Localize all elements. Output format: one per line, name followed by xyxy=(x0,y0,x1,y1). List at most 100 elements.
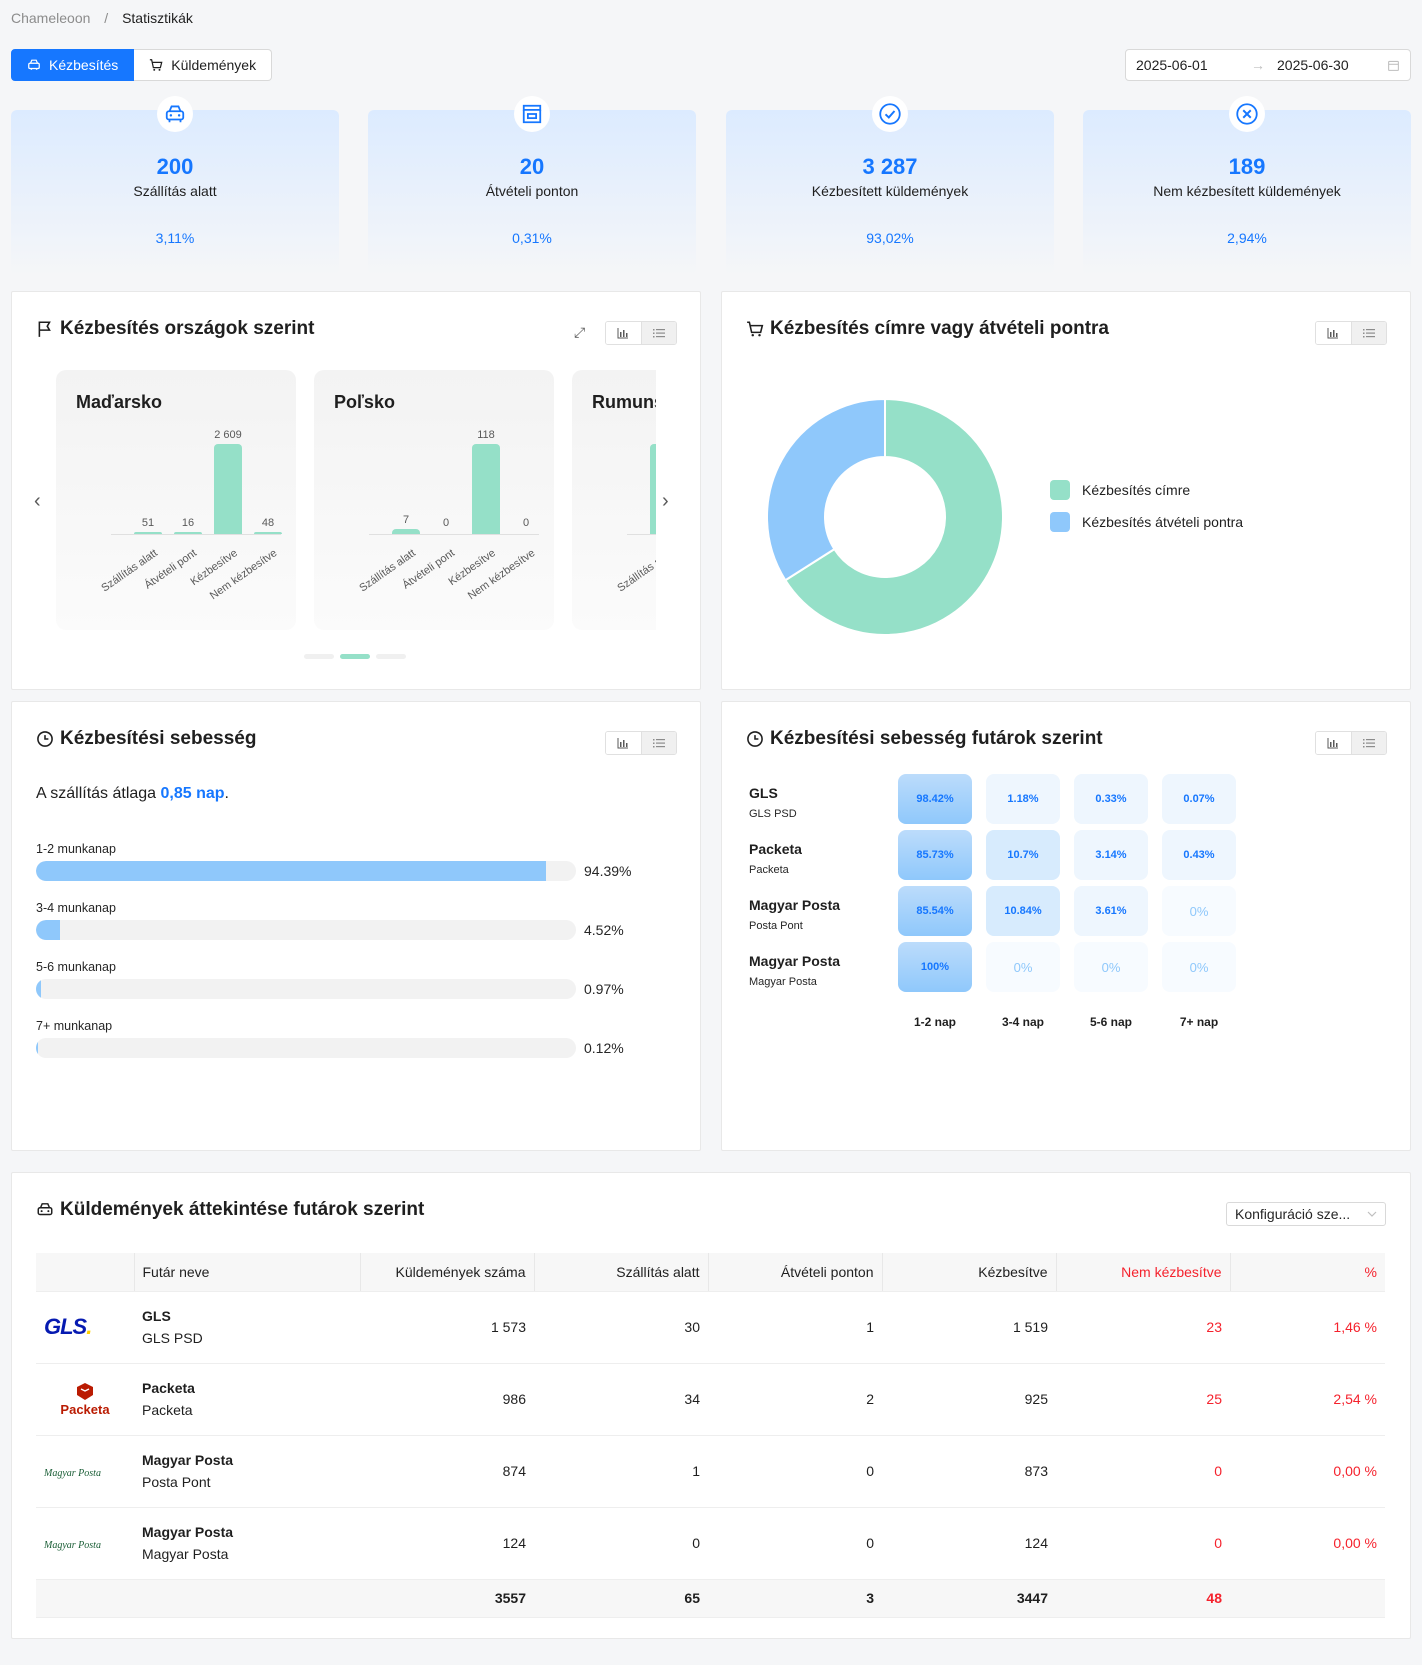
country-bar[interactable] xyxy=(392,528,420,534)
courier-name: GLS xyxy=(142,1308,171,1324)
clock-icon xyxy=(747,731,763,747)
table-row[interactable]: Magyar Posta Magyar Posta Posta Pont 874 1 0 8… xyxy=(36,1435,1385,1508)
panel-title-text: Kézbesítés címre vagy átvételi pontra xyxy=(770,318,1109,339)
country-bar[interactable] xyxy=(174,532,202,534)
select-value: Konfiguráció sze... xyxy=(1235,1206,1351,1222)
legend-swatch xyxy=(1050,480,1070,500)
delivered-cell: 1 519 xyxy=(882,1291,1056,1364)
courier-name: Magyar Posta xyxy=(142,1524,234,1540)
car-icon xyxy=(157,96,193,132)
heatmap-cell[interactable]: 98.42% xyxy=(898,774,972,824)
pickup-cell: 1 xyxy=(708,1291,882,1364)
courier-service: GLS PSD xyxy=(142,1330,203,1346)
courier-service: Posta Pont xyxy=(749,920,803,932)
chart-baseline xyxy=(369,534,539,535)
heatmap-cell[interactable]: 10.7% xyxy=(986,830,1060,880)
heatmap-cell[interactable]: 100% xyxy=(898,942,972,992)
percent-cell: 2,54 % xyxy=(1230,1363,1385,1436)
bar-value-label: 7 xyxy=(402,513,410,526)
view-toggle[interactable] xyxy=(1315,321,1387,345)
courier-service: Magyar Posta xyxy=(142,1546,229,1562)
carousel-dot[interactable] xyxy=(376,654,406,659)
heatmap-cell[interactable]: 0.43% xyxy=(1162,830,1236,880)
list-icon[interactable] xyxy=(1351,732,1386,754)
tab-kuldemenyek[interactable]: Küldemények xyxy=(134,49,273,81)
transit-cell: 1 xyxy=(534,1435,708,1508)
table-row[interactable]: Magyar Posta Magyar Posta Magyar Posta 124 0… xyxy=(36,1507,1385,1580)
bar-value-label: 48 xyxy=(644,429,656,441)
legend-item-pickup[interactable]: Kézbesítés átvételi pontra xyxy=(1050,512,1243,532)
country-name: Poľsko xyxy=(334,392,395,412)
header-not-delivered: Nem kézbesítve xyxy=(1055,1253,1230,1292)
country-bar[interactable] xyxy=(254,532,282,534)
view-toggle[interactable] xyxy=(1315,731,1387,755)
courier-service: Posta Pont xyxy=(142,1474,211,1490)
tab-kezbesites[interactable]: Kézbesítés xyxy=(11,49,135,81)
carousel-dots[interactable] xyxy=(304,654,406,659)
panel-title: Kézbesítés országok szerint xyxy=(36,318,314,340)
legend-label: Kézbesítés címre xyxy=(1082,482,1191,498)
heatmap-cell[interactable]: 0% xyxy=(1162,886,1236,936)
heatmap-cell[interactable]: 10.84% xyxy=(986,886,1060,936)
calendar-icon[interactable] xyxy=(1387,59,1400,72)
panel-title-text: Kézbesítés országok szerint xyxy=(60,318,315,339)
bar-chart-icon[interactable] xyxy=(1316,322,1352,344)
donut-slice[interactable] xyxy=(783,397,1004,636)
breadcrumb-separator: / xyxy=(104,10,109,26)
transit-cell: 34 xyxy=(534,1363,708,1436)
carousel-dot[interactable] xyxy=(340,654,370,659)
list-icon[interactable] xyxy=(641,732,676,754)
country-bar[interactable] xyxy=(472,444,500,534)
header-courier: Futár neve xyxy=(133,1253,360,1292)
heatmap-cell[interactable]: 0% xyxy=(1162,942,1236,992)
carousel-dot[interactable] xyxy=(304,654,334,659)
heatmap-cell[interactable]: 0% xyxy=(1074,942,1148,992)
date-range-picker[interactable]: 2025-06-01 → 2025-06-30 xyxy=(1125,49,1411,81)
heatmap-cell[interactable]: 3.61% xyxy=(1074,886,1148,936)
heatmap-cell[interactable]: 85.73% xyxy=(898,830,972,880)
expand-icon[interactable]: ⤢ xyxy=(574,324,586,340)
configuration-select[interactable]: Konfiguráció sze... xyxy=(1226,1202,1386,1226)
chevron-right-icon[interactable]: › xyxy=(662,490,669,512)
heatmap-column-label: 1-2 nap xyxy=(913,1015,956,1029)
heatmap-cell[interactable]: 0% xyxy=(986,942,1060,992)
stat-card-delivered: 3 287 Kézbesített küldemények 93,02% xyxy=(726,96,1054,275)
bar-chart-icon[interactable] xyxy=(606,732,642,754)
bar-chart-icon[interactable] xyxy=(606,322,642,344)
heatmap-cell[interactable]: 3.14% xyxy=(1074,830,1148,880)
heatmap-cell[interactable]: 0.07% xyxy=(1162,774,1236,824)
breadcrumb-root[interactable]: Chameleoon xyxy=(11,10,91,26)
country-name: Rumunsko xyxy=(592,392,656,412)
total-empty xyxy=(1230,1579,1385,1618)
legend-item-address[interactable]: Kézbesítés címre xyxy=(1050,480,1243,500)
courier-logo-cell: GLS. xyxy=(36,1291,134,1364)
car-icon xyxy=(28,59,40,70)
delivered-cell: 925 xyxy=(882,1363,1056,1436)
list-icon[interactable] xyxy=(641,322,676,344)
view-toggle[interactable] xyxy=(605,731,677,755)
car-icon xyxy=(37,1203,53,1216)
packeta-logo: Packeta xyxy=(44,1382,126,1417)
list-icon[interactable] xyxy=(1351,322,1386,344)
bar-chart-icon[interactable] xyxy=(1316,732,1352,754)
chevron-left-icon[interactable]: ‹ xyxy=(34,490,41,512)
speed-bar-fill xyxy=(36,1038,38,1058)
speed-panel: Kézbesítési sebesség A szállítás átlaga … xyxy=(11,701,701,1151)
speed-row-percent: 4.52% xyxy=(584,922,624,938)
country-bar[interactable] xyxy=(134,532,162,534)
country-bar[interactable] xyxy=(650,444,656,534)
table-row[interactable]: Packeta Packeta Packeta 986 34 2 925 25 2,54 % xyxy=(36,1363,1385,1436)
stat-percent: 2,94% xyxy=(1227,230,1267,246)
date-end[interactable]: 2025-06-30 xyxy=(1277,57,1349,73)
date-start[interactable]: 2025-06-01 xyxy=(1136,57,1208,73)
table-row[interactable]: GLS. GLS GLS PSD 1 573 30 1 1 519 23 1,46 % xyxy=(36,1291,1385,1364)
courier-cell: Packeta Packeta xyxy=(134,1363,360,1436)
view-toggle[interactable] xyxy=(605,321,677,345)
donut-slice[interactable] xyxy=(766,397,886,582)
heatmap-cell[interactable]: 0.33% xyxy=(1074,774,1148,824)
count-cell: 1 573 xyxy=(360,1291,534,1364)
heatmap-cell[interactable]: 1.18% xyxy=(986,774,1060,824)
country-bar[interactable] xyxy=(214,444,242,534)
heatmap-cell[interactable]: 85.54% xyxy=(898,886,972,936)
chart-baseline xyxy=(627,534,656,535)
